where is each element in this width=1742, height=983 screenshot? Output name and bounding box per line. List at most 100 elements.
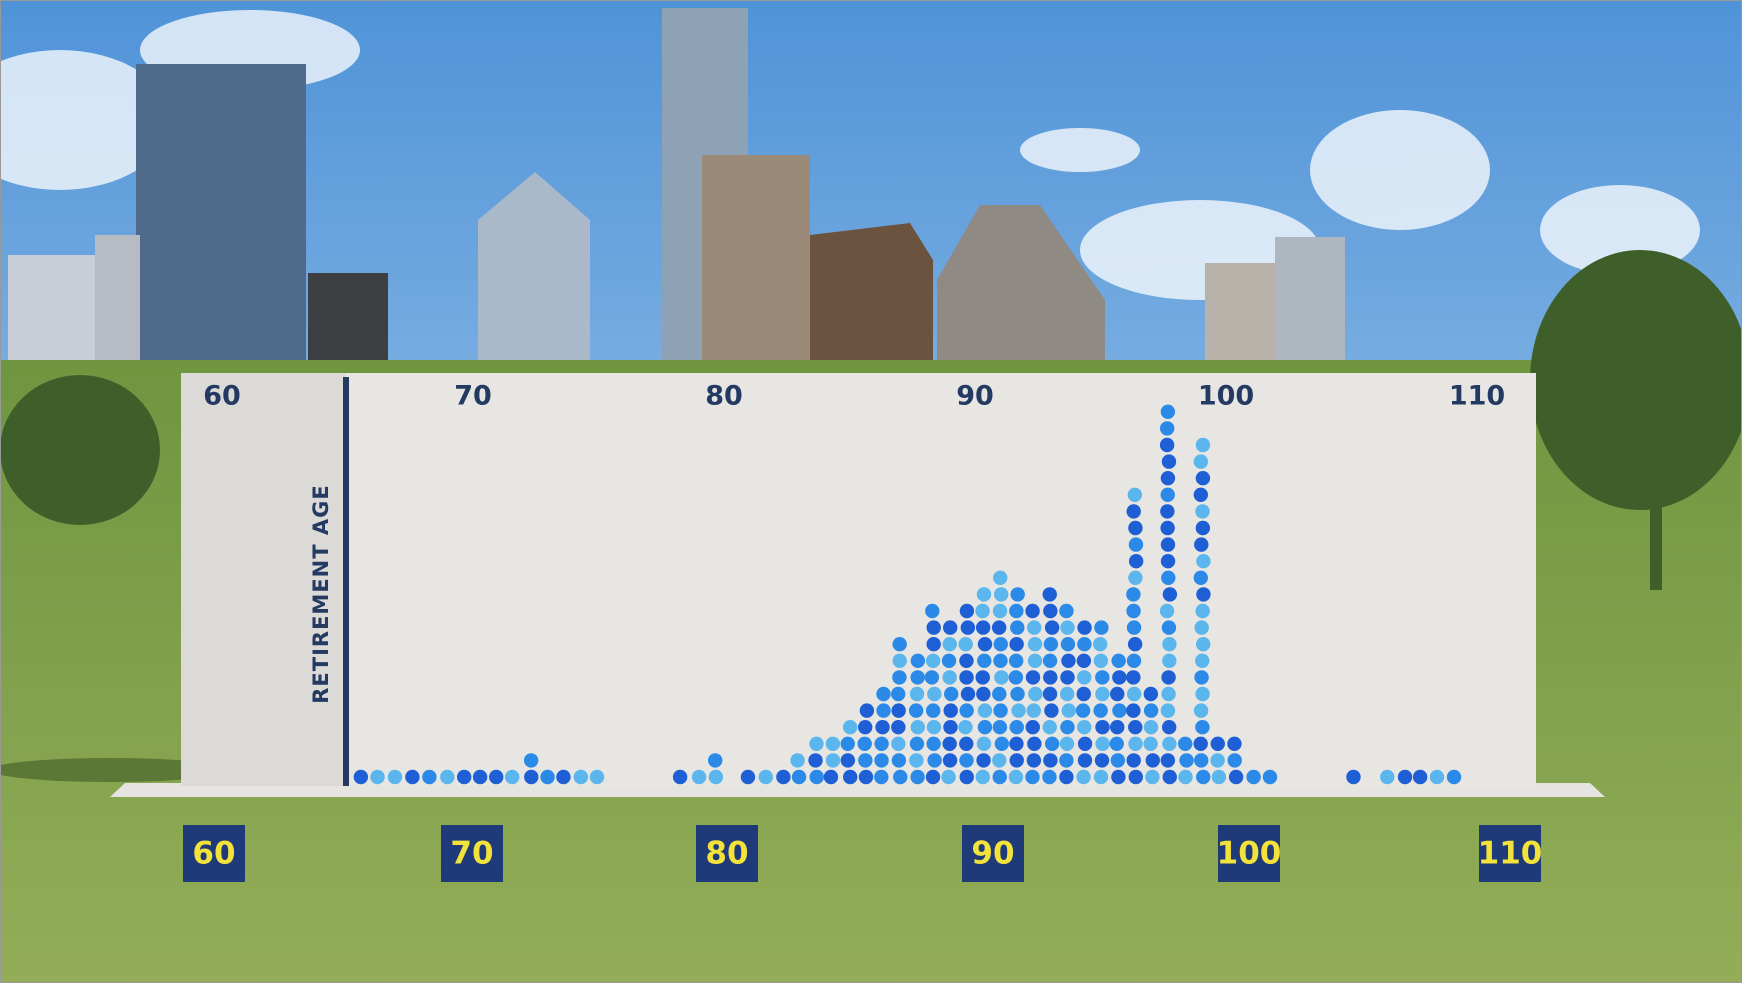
sticker-dot (910, 720, 926, 735)
sticker-dot (958, 637, 973, 652)
sticker-dot (840, 736, 855, 751)
sticker-dot (942, 637, 957, 652)
sticker-dot (1008, 670, 1024, 685)
sticker-dot (975, 670, 990, 685)
scale-label: 90 (956, 381, 994, 412)
sticker-dot (1178, 769, 1193, 785)
sticker-dot (1010, 620, 1025, 635)
sticker-dot (1195, 504, 1210, 519)
sticker-dot (1076, 769, 1091, 785)
sticker-dot (976, 686, 991, 702)
sticker-dot (1059, 686, 1075, 702)
sticker-dot (891, 703, 906, 718)
sticker-dot (1227, 736, 1242, 751)
sticker-dot (1028, 686, 1043, 702)
sticker-dot (910, 653, 926, 668)
sticker-dot (1397, 769, 1413, 785)
sticker-dot (926, 620, 941, 635)
sticker-dot (925, 603, 940, 619)
sticker-dot (1160, 487, 1175, 502)
sticker-dot (1159, 437, 1175, 453)
sticker-dot (1193, 703, 1209, 718)
sticker-dot (1093, 703, 1108, 718)
sticker-dot (976, 753, 991, 768)
sticker-dot (1044, 620, 1060, 635)
sticker-dot (1195, 720, 1210, 735)
sticker-dot (1044, 703, 1059, 718)
sign-label: 70 (450, 836, 493, 872)
sticker-dot (892, 653, 907, 668)
sticker-dot (909, 753, 924, 768)
sticker-dot (1110, 686, 1125, 702)
sticker-dot (1196, 637, 1211, 652)
sticker-dot (1008, 769, 1024, 785)
sticker-dot (959, 736, 974, 751)
sticker-dot (1194, 620, 1209, 635)
sticker-dot (977, 720, 993, 735)
sticker-dot (1008, 653, 1024, 668)
sticker-dot (1126, 587, 1141, 602)
sticker-dot (1077, 753, 1093, 768)
sticker-dot (1077, 637, 1092, 652)
sticker-dot (556, 769, 571, 785)
sticker-dot (993, 703, 1008, 718)
sticker-dot (892, 637, 907, 652)
sticker-dot (1160, 753, 1176, 768)
sticker-dot (1095, 686, 1110, 702)
scale-label: 70 (454, 381, 492, 412)
sticker-dot (993, 587, 1009, 602)
sticker-dot (991, 620, 1007, 635)
sign-board (183, 825, 245, 882)
sticker-dot (1162, 653, 1177, 668)
sticker-dot (1026, 753, 1042, 768)
sticker-dot (1193, 570, 1208, 585)
sticker-dot (977, 703, 993, 718)
sticker-dot (926, 703, 941, 718)
sticker-dot (1110, 720, 1125, 735)
sticker-dot (1228, 769, 1244, 785)
sticker-dot (891, 753, 907, 768)
sticker-dot (1161, 720, 1177, 735)
sticker-dot (1179, 753, 1194, 768)
sticker-dot (1075, 703, 1091, 718)
sticker-dot (1446, 769, 1462, 785)
axis-label: RETIREMENT AGE (309, 484, 333, 703)
sticker-dot (740, 769, 756, 785)
sticker-dot (1128, 720, 1143, 735)
sticker-dot (975, 769, 990, 785)
sticker-dot (1077, 720, 1092, 735)
sticker-dot (1143, 720, 1159, 735)
sticker-dot (959, 703, 974, 718)
sticker-dot (1009, 637, 1024, 652)
sticker-dot (1009, 603, 1024, 619)
wall (181, 373, 1536, 786)
sticker-dot (776, 769, 791, 785)
sticker-dot (1160, 404, 1176, 419)
sticker-dot (1262, 769, 1278, 785)
sticker-dot (1195, 520, 1211, 536)
sticker-dot (941, 653, 957, 668)
sticker-dot (1077, 620, 1092, 635)
sticker-dot (1211, 769, 1227, 785)
sticker-dot (960, 620, 976, 635)
sticker-dot (489, 769, 504, 785)
sticker-dot (1127, 487, 1143, 502)
sticker-dot (672, 769, 688, 785)
sticker-dot (959, 769, 974, 785)
scale-label: 60 (203, 381, 241, 412)
sticker-dot (1043, 753, 1058, 768)
sticker-dot (1227, 753, 1242, 768)
sticker-dot (992, 686, 1007, 702)
sticker-dot (926, 720, 942, 735)
sticker-dot (909, 686, 925, 702)
sticker-dot (1159, 603, 1175, 619)
sticker-dot (993, 653, 1008, 668)
sticker-dot (1380, 769, 1395, 785)
sticker-dot (874, 753, 889, 768)
sticker-dot (1060, 637, 1076, 652)
sticker-dot (1076, 686, 1091, 702)
sticker-dot (857, 736, 872, 751)
sticker-dot (925, 653, 941, 668)
sticker-dot (1195, 437, 1211, 453)
sticker-dot (1009, 720, 1024, 735)
